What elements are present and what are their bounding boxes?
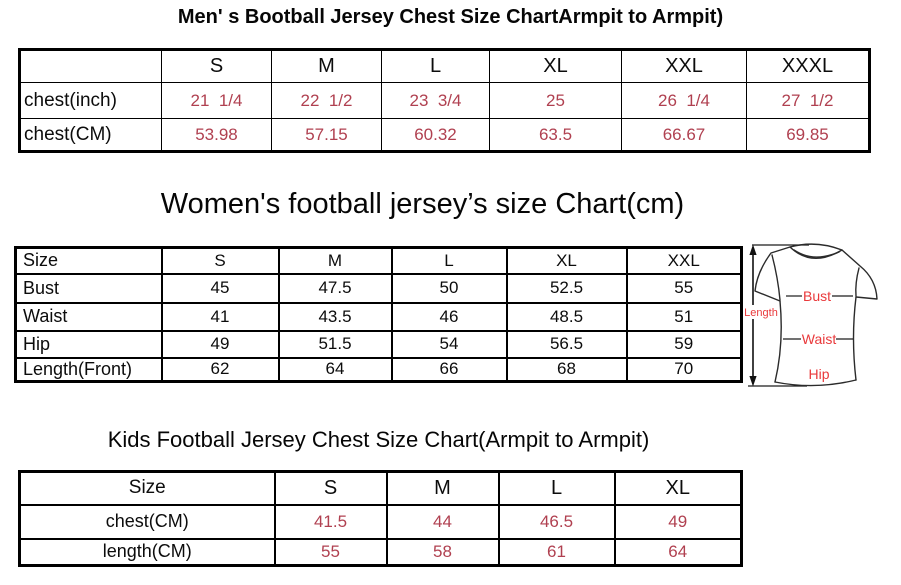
header-cell: M (277, 246, 393, 275)
header-cell: XXL (625, 246, 743, 275)
value-cell: 50 (390, 272, 508, 304)
value-cell: 41 (160, 301, 280, 332)
header-cell: Size (14, 246, 163, 275)
value-cell: 54 (390, 329, 508, 359)
table-row: length(CM) 55 58 61 64 (18, 537, 743, 567)
waist-label: Waist (802, 331, 837, 347)
womens-size-table: Size S M L XL XXL Bust 45 47.5 50 52.5 5… (14, 246, 743, 383)
table-row: Bust 45 47.5 50 52.5 55 (14, 272, 743, 304)
value-cell: 21 1/4 (161, 82, 272, 119)
tshirt-measurement-diagram: Length Bust Waist Hip (744, 243, 878, 387)
kids-size-table: Size S M L XL chest(CM) 41.5 44 46.5 49 … (18, 470, 743, 567)
value-cell: 41.5 (273, 503, 388, 540)
row-label-cell: chest(CM) (19, 118, 162, 152)
value-cell: 68 (505, 356, 628, 383)
value-cell: 60.32 (381, 118, 490, 152)
value-cell: 63.5 (489, 118, 622, 152)
value-cell: 44 (385, 503, 500, 540)
table-header-row: Size S M L XL (18, 470, 743, 506)
value-cell: 23 3/4 (381, 82, 490, 119)
value-cell: 49 (613, 503, 743, 540)
header-cell: XXL (621, 49, 747, 83)
table-row: Hip 49 51.5 54 56.5 59 (14, 329, 743, 359)
value-cell: 27 1/2 (746, 82, 870, 119)
value-cell: 57.15 (271, 118, 382, 152)
value-cell: 59 (625, 329, 743, 359)
kids-chart-title: Kids Football Jersey Chest Size Chart(Ar… (107, 427, 650, 452)
value-cell: 66.67 (621, 118, 747, 152)
header-cell: XXXL (746, 49, 870, 83)
table-row: chest(inch) 21 1/4 22 1/2 23 3/4 25 26 1… (19, 82, 870, 119)
value-cell: 66 (390, 356, 508, 383)
value-cell: 47.5 (277, 272, 393, 304)
value-cell: 64 (277, 356, 393, 383)
header-cell: S (273, 470, 388, 506)
row-label-cell: Waist (14, 301, 163, 332)
table-row: chest(CM) 53.98 57.15 60.32 63.5 66.67 6… (19, 118, 870, 152)
header-cell (19, 49, 162, 83)
mens-chart-title: Men' s Bootball Jersey Chest Size ChartA… (177, 6, 724, 28)
value-cell: 51 (625, 301, 743, 332)
womens-chart-title: Women's football jersey’s size Chart(cm) (160, 188, 685, 220)
header-cell: Size (18, 470, 276, 506)
table-header-row: S M L XL XXL XXXL (19, 49, 870, 83)
value-cell: 58 (385, 537, 500, 567)
value-cell: 69.85 (746, 118, 870, 152)
value-cell: 55 (625, 272, 743, 304)
value-cell: 49 (160, 329, 280, 359)
value-cell: 52.5 (505, 272, 628, 304)
value-cell: 46 (390, 301, 508, 332)
value-cell: 51.5 (277, 329, 393, 359)
header-cell: L (390, 246, 508, 275)
value-cell: 26 1/4 (621, 82, 747, 119)
value-cell: 70 (625, 356, 743, 383)
header-cell: XL (613, 470, 743, 506)
value-cell: 25 (489, 82, 622, 119)
table-header-row: Size S M L XL XXL (14, 246, 743, 275)
table-row: Waist 41 43.5 46 48.5 51 (14, 301, 743, 332)
row-label-cell: Hip (14, 329, 163, 359)
value-cell: 45 (160, 272, 280, 304)
header-cell: XL (505, 246, 628, 275)
value-cell: 56.5 (505, 329, 628, 359)
mens-size-table: S M L XL XXL XXXL chest(inch) 21 1/4 22 … (18, 48, 871, 153)
table-row: Length(Front) 62 64 66 68 70 (14, 356, 743, 383)
value-cell: 22 1/2 (271, 82, 382, 119)
value-cell: 64 (613, 537, 743, 567)
header-cell: M (271, 49, 382, 83)
header-cell: XL (489, 49, 622, 83)
tshirt-outline (754, 243, 878, 387)
value-cell: 53.98 (161, 118, 272, 152)
value-cell: 62 (160, 356, 280, 383)
value-cell: 43.5 (277, 301, 393, 332)
row-label-cell: Bust (14, 272, 163, 304)
header-cell: M (385, 470, 500, 506)
header-cell: S (161, 49, 272, 83)
row-label-cell: chest(CM) (18, 503, 276, 540)
row-label-cell: Length(Front) (14, 356, 163, 383)
hip-label: Hip (808, 366, 829, 382)
header-cell: S (160, 246, 280, 275)
header-cell: L (381, 49, 490, 83)
value-cell: 61 (497, 537, 616, 567)
length-label: Length (744, 307, 778, 319)
table-row: chest(CM) 41.5 44 46.5 49 (18, 503, 743, 540)
value-cell: 55 (273, 537, 388, 567)
value-cell: 48.5 (505, 301, 628, 332)
bust-label: Bust (803, 288, 831, 304)
row-label-cell: length(CM) (18, 537, 276, 567)
row-label-cell: chest(inch) (19, 82, 162, 119)
label-backdrop (744, 305, 779, 319)
header-cell: L (497, 470, 616, 506)
value-cell: 46.5 (497, 503, 616, 540)
